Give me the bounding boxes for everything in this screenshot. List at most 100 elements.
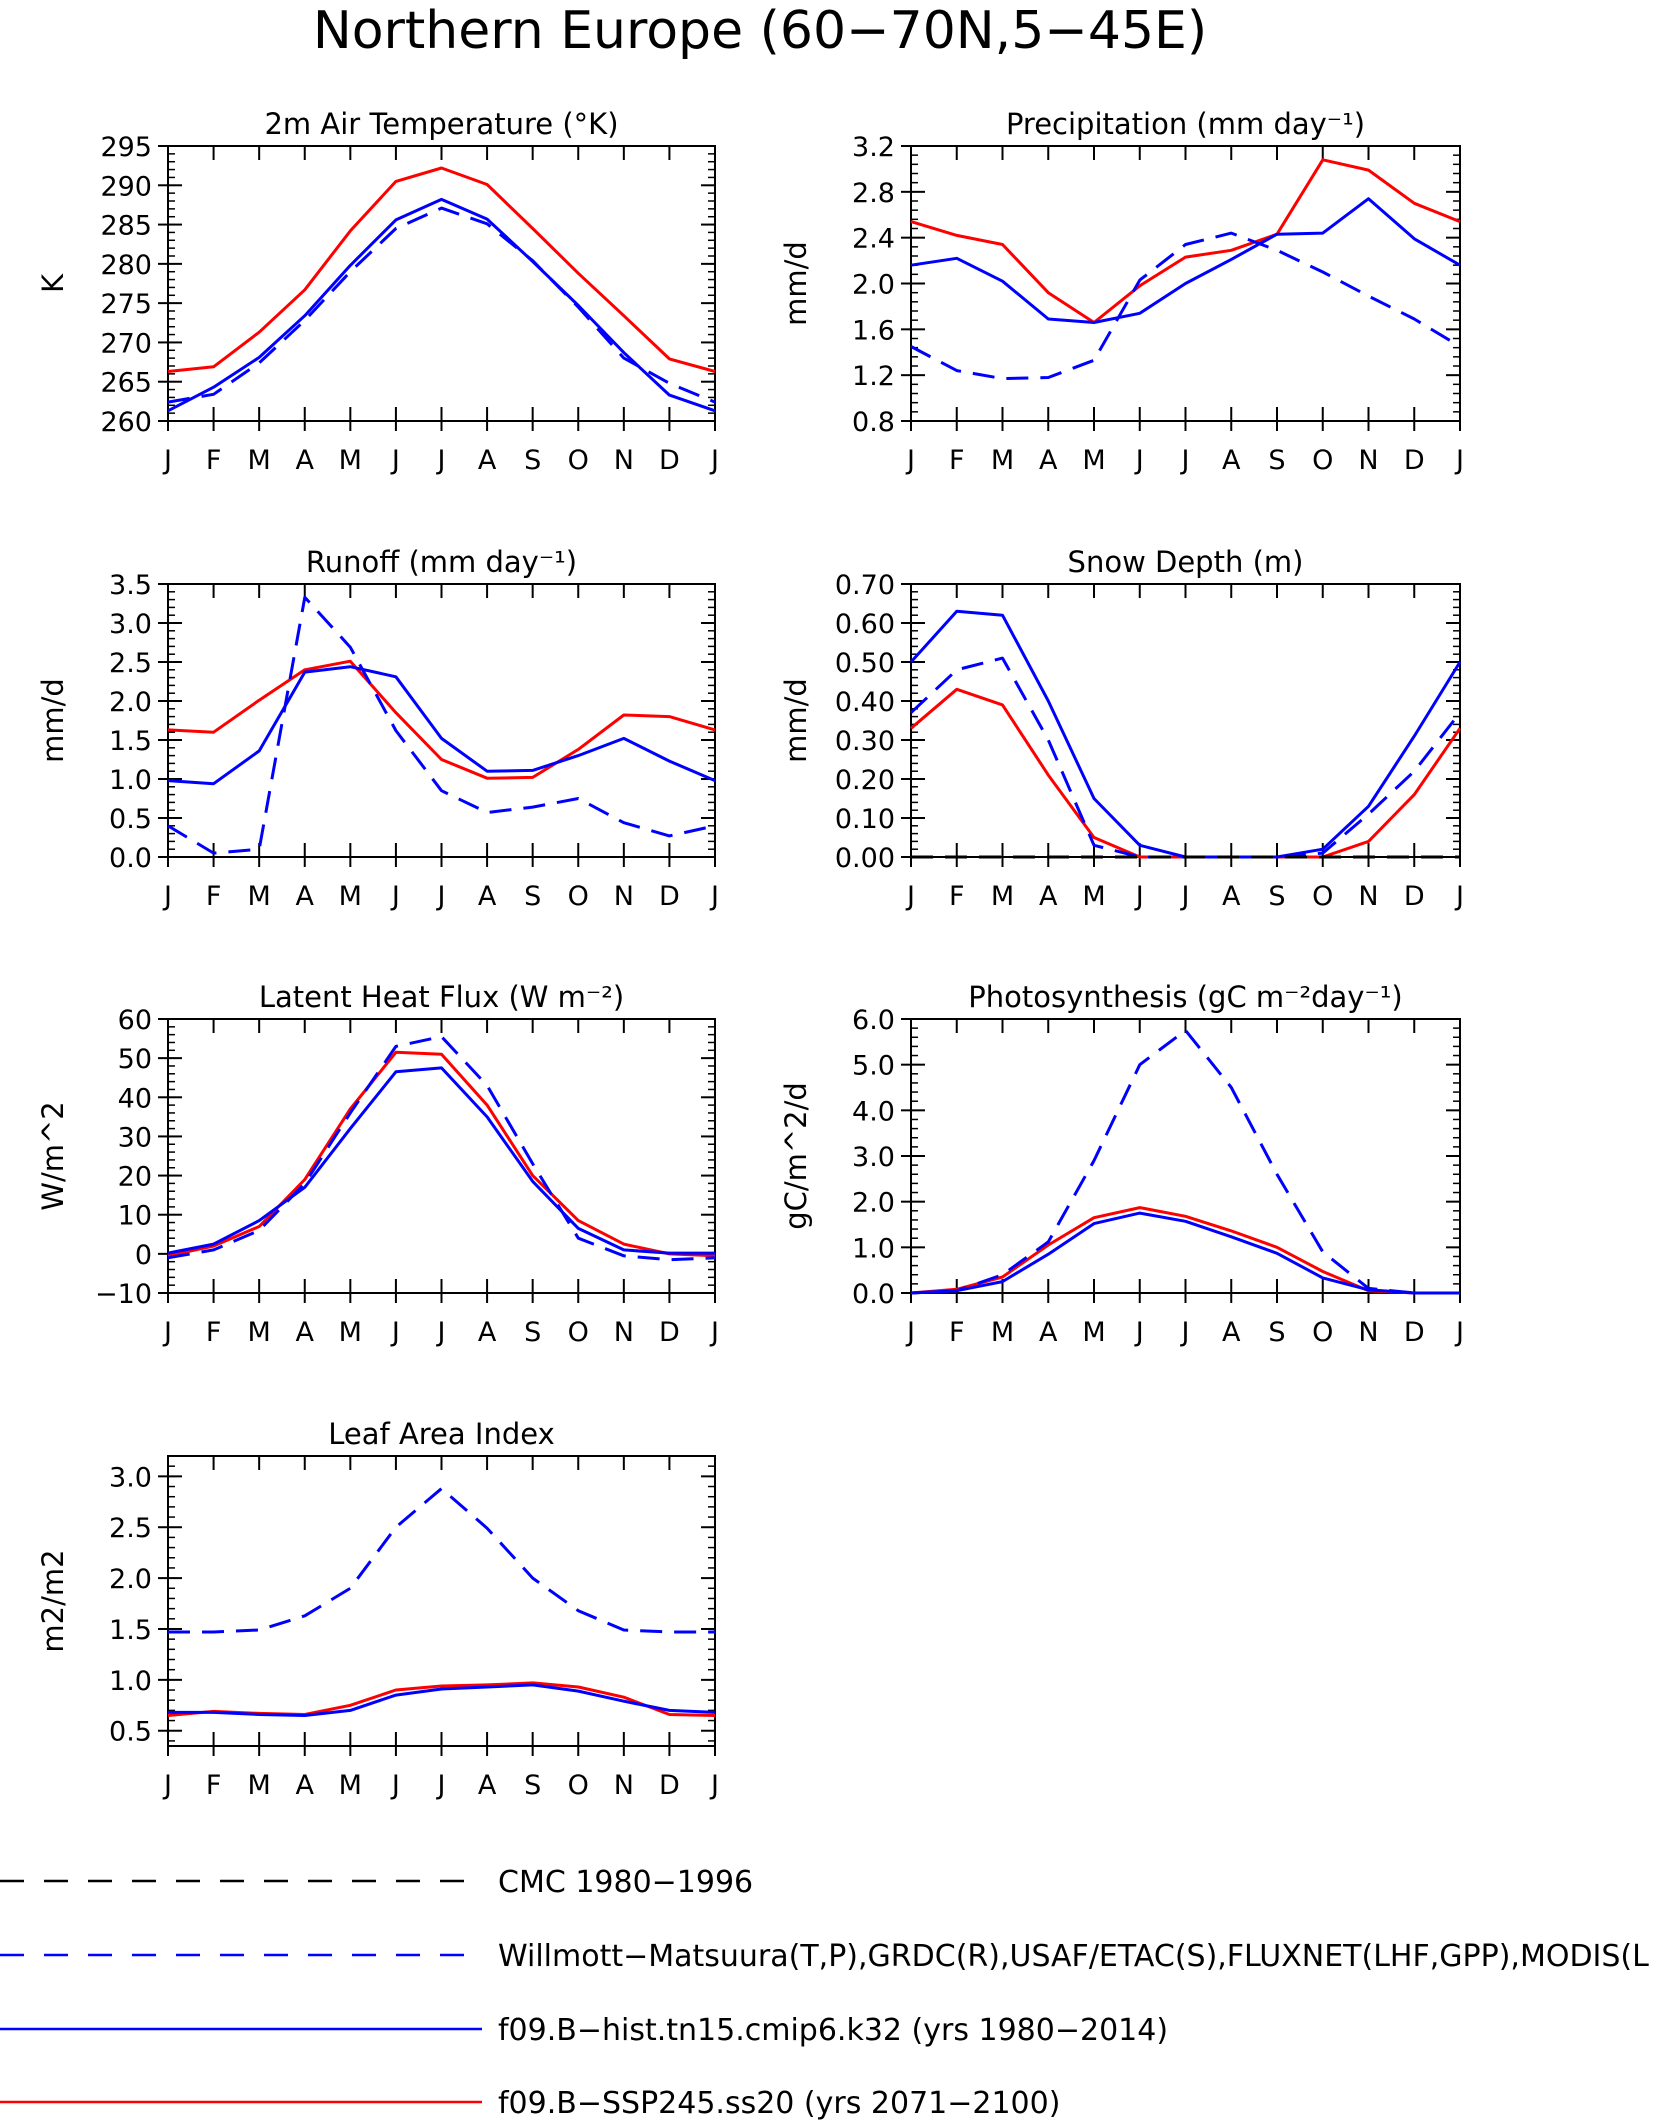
y-axis-label: mm/d — [779, 678, 813, 763]
x-tick-label: M — [991, 445, 1014, 476]
legend-label: f09.B−SSP245.ss20 (yrs 2071−2100) — [498, 2086, 1060, 2121]
y-tick-label: 1.5 — [109, 1615, 152, 1646]
x-tick-label: O — [568, 445, 589, 476]
legend-label: Willmott−Matsuura(T,P),GRDC(R),USAF/ETAC… — [498, 1939, 1649, 1974]
y-axis-label: W/m^2 — [36, 1101, 70, 1210]
x-tick-label: M — [339, 881, 362, 912]
y-tick-label: 3.0 — [852, 1142, 895, 1173]
x-tick-label: D — [1404, 1317, 1425, 1348]
x-tick-label: A — [1222, 881, 1241, 912]
panel-title: 2m Air Temperature (°K) — [264, 107, 618, 141]
x-tick-label: J — [390, 1770, 400, 1801]
x-tick-label: A — [478, 1317, 497, 1348]
y-tick-label: 1.0 — [109, 765, 152, 796]
y-tick-label: 0.70 — [835, 570, 895, 601]
y-tick-label: −10 — [95, 1279, 152, 1310]
legend: CMC 1980−1996 Willmott−Matsuura(T,P),GRDC… — [0, 1865, 1649, 2121]
y-tick-label: 2.5 — [109, 1513, 152, 1544]
y-tick-label: 260 — [100, 407, 152, 438]
y-tick-label: 4.0 — [852, 1096, 895, 1127]
x-tick-label: A — [296, 445, 315, 476]
y-axis-label: mm/d — [36, 678, 70, 763]
x-tick-label: J — [162, 1317, 172, 1348]
x-tick-label: M — [1082, 881, 1105, 912]
y-tick-label: 3.2 — [852, 132, 895, 163]
x-tick-label: M — [991, 881, 1014, 912]
x-tick-label: N — [614, 881, 634, 912]
x-tick-label: N — [1358, 1317, 1378, 1348]
x-tick-label: S — [524, 881, 541, 912]
x-tick-label: A — [1222, 445, 1241, 476]
panel-2: Precipitation (mm day⁻¹) mm/d 0.8 1.2 1.6 2.0… — [779, 107, 1464, 476]
x-tick-label: J — [905, 881, 915, 912]
plot-frame — [910, 1018, 1461, 1294]
x-tick-label: D — [659, 445, 680, 476]
y-tick-label: 2.5 — [109, 648, 152, 679]
y-tick-label: 280 — [100, 250, 152, 281]
x-tick-label: F — [206, 1317, 222, 1348]
y-tick-label: 0 — [135, 1240, 152, 1271]
x-tick-label: J — [162, 445, 172, 476]
y-tick-label: 0.5 — [109, 804, 152, 835]
panel-title: Photosynthesis (gC m⁻²day⁻¹) — [968, 980, 1402, 1014]
y-axis-label: mm/d — [779, 241, 813, 326]
series-line-dashed-blue — [167, 206, 716, 404]
x-tick-label: O — [568, 881, 589, 912]
x-tick-label: N — [614, 445, 634, 476]
x-tick-label: S — [524, 445, 541, 476]
x-tick-label: M — [248, 445, 271, 476]
y-tick-label: 2.8 — [852, 178, 895, 209]
x-tick-label: J — [390, 1317, 400, 1348]
x-tick-label: M — [991, 1317, 1014, 1348]
x-tick-label: S — [524, 1317, 541, 1348]
y-tick-label: 3.0 — [109, 1462, 152, 1493]
y-tick-label: 60 — [118, 1005, 152, 1036]
x-tick-label: N — [1358, 445, 1378, 476]
series-line-dashed-blue — [910, 231, 1461, 381]
x-tick-label: D — [1404, 445, 1425, 476]
x-tick-label: J — [709, 1317, 719, 1348]
legend-label: CMC 1980−1996 — [498, 1865, 753, 1900]
y-tick-label: 0.60 — [835, 609, 895, 640]
series-line-solid-blue — [909, 609, 1462, 859]
x-tick-label: A — [296, 1770, 315, 1801]
panel-3: Runoff (mm day⁻¹) mm/d 0.0 0.5 1.0 1.5 2.0 2.5 3… — [36, 545, 719, 912]
x-tick-label: O — [568, 1770, 589, 1801]
y-tick-label: 1.5 — [109, 726, 152, 757]
panel-1: 2m Air Temperature (°K) K 260 265 270 275 280 2… — [36, 107, 719, 476]
y-tick-label: 1.0 — [109, 1666, 152, 1697]
series-line-dashed-blue — [910, 1028, 1460, 1295]
y-tick-label: 0.5 — [109, 1717, 152, 1748]
x-tick-label: F — [206, 881, 222, 912]
panels: 2m Air Temperature (°K) K 260 265 270 275 280 2… — [36, 107, 1464, 1801]
x-tick-label: J — [1134, 1317, 1144, 1348]
series-line-dashed-blue — [167, 1035, 716, 1262]
y-tick-label: 2.0 — [852, 270, 895, 301]
x-tick-label: J — [162, 881, 172, 912]
y-tick-label: 0.30 — [835, 726, 895, 757]
y-tick-label: 285 — [100, 211, 152, 242]
x-tick-label: J — [1180, 1317, 1190, 1348]
y-tick-label: 295 — [100, 132, 152, 163]
x-tick-label: J — [436, 445, 446, 476]
x-tick-label: O — [568, 1317, 589, 1348]
series-line-solid-red — [167, 166, 716, 373]
x-tick-label: A — [1039, 445, 1058, 476]
x-tick-label: J — [1180, 881, 1190, 912]
x-tick-label: O — [1312, 1317, 1333, 1348]
x-tick-label: N — [1358, 881, 1378, 912]
legend-label: f09.B−hist.tn15.cmip6.k32 (yrs 1980−2014… — [498, 2013, 1168, 2048]
plot-frame — [910, 583, 1461, 858]
y-tick-label: 0.50 — [835, 648, 895, 679]
panel-6: Photosynthesis (gC m⁻²day⁻¹) gC/m^2/d 0.0 1… — [779, 980, 1464, 1348]
x-tick-label: J — [436, 881, 446, 912]
y-tick-label: 3.5 — [109, 570, 152, 601]
series-line-solid-blue — [168, 1683, 716, 1717]
y-tick-label: 2.0 — [109, 687, 152, 718]
plot-frame — [167, 583, 716, 858]
y-tick-label: 0.0 — [852, 1279, 895, 1310]
series-line-solid-red — [910, 158, 1461, 324]
series-line-solid-red — [910, 687, 1462, 859]
panel-title: Snow Depth (m) — [1068, 545, 1304, 579]
x-tick-label: A — [1039, 881, 1058, 912]
